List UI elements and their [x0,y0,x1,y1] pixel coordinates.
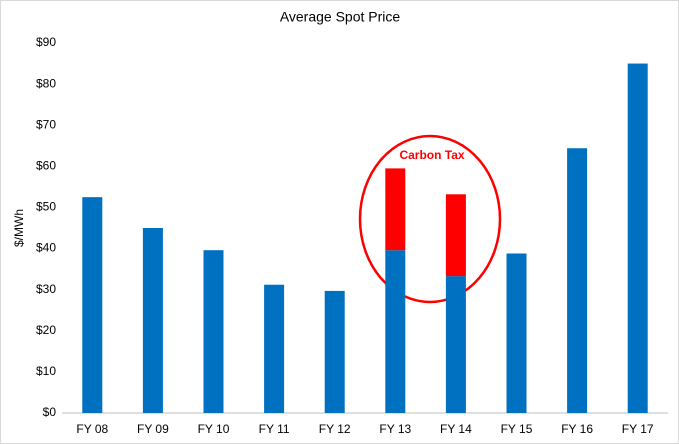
bar-segment [385,168,406,251]
bar-segment [324,290,345,413]
y-tick-label: $90 [36,35,56,49]
chart-title: Average Spot Price [280,9,401,25]
x-tick-label: FY 14 [440,422,472,436]
x-tick-label: FY 17 [622,422,654,436]
x-tick-label: FY 09 [137,422,169,436]
y-tick-label: $70 [36,117,56,131]
y-tick-label: $10 [36,364,56,378]
y-tick-label: $40 [36,241,56,255]
bar-segment [142,228,163,413]
annotation: Carbon Tax [399,148,464,162]
y-tick-label: $60 [36,159,56,173]
y-axis-label: $/MWh [12,209,26,247]
x-tick-label: FY 10 [198,422,230,436]
x-tick-label: FY 15 [501,422,533,436]
y-tick-label: $0 [43,405,57,419]
bar-segment [627,63,648,414]
bar-segment [567,148,588,413]
highlight-ellipse [358,134,502,304]
x-tick-label: FY 13 [379,422,411,436]
y-tick-label: $80 [36,76,56,90]
x-tick-label: FY 11 [259,422,290,436]
bar-segment [203,250,224,413]
x-tick-label: FY 12 [319,422,351,436]
x-tick-label: FY 08 [76,422,108,436]
bar-segment [82,197,103,413]
bar-segment [385,250,406,413]
bar-segment [445,276,466,413]
y-tick-label: $50 [36,200,56,214]
bar-segment [506,253,527,413]
bar-segment [445,194,466,277]
y-tick-label: $20 [36,323,56,337]
bar-segment [264,284,285,413]
x-tick-label: FY 16 [561,422,593,436]
y-tick-label: $30 [36,282,56,296]
